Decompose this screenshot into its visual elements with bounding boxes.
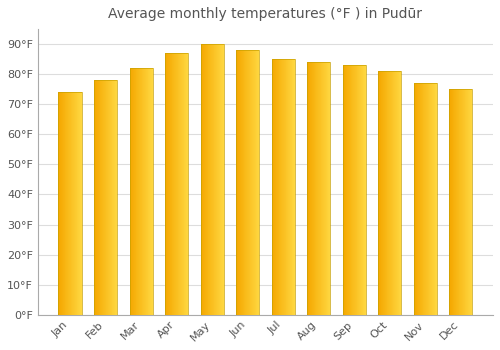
Bar [272, 59, 294, 315]
Bar [307, 62, 330, 315]
Bar [94, 80, 117, 315]
Bar [414, 83, 437, 315]
Title: Average monthly temperatures (°F ) in Pudūr: Average monthly temperatures (°F ) in Pu… [108, 7, 422, 21]
Bar [165, 53, 188, 315]
Bar [236, 50, 259, 315]
Bar [378, 71, 402, 315]
Bar [200, 44, 224, 315]
Bar [130, 68, 152, 315]
Bar [450, 89, 472, 315]
Bar [58, 92, 82, 315]
Bar [342, 65, 366, 315]
